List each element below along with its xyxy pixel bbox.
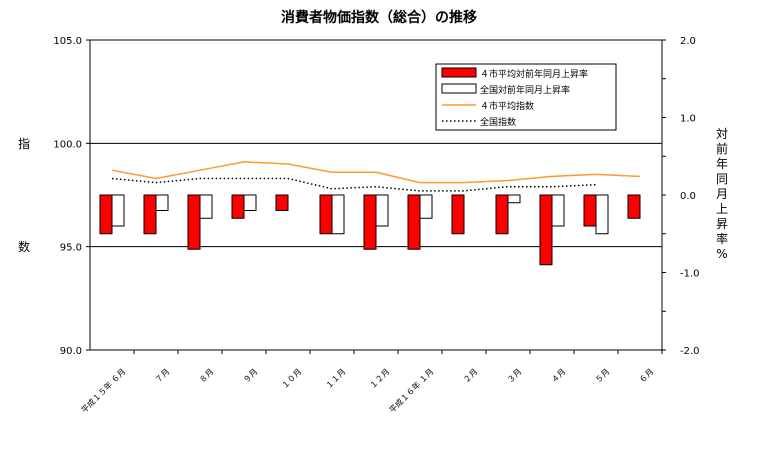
bar-national-rate [419, 194, 433, 219]
bar-4city-rate [495, 194, 509, 235]
legend-entry: ４市平均指数 [480, 100, 534, 112]
right-axis-label-char: 年 [716, 157, 728, 171]
x-axis-tick-label: １１月 [324, 367, 347, 390]
bar-4city-rate [451, 194, 465, 235]
x-axis-tick-label: １２月 [368, 367, 391, 390]
bar-national-rate [243, 194, 257, 211]
bar-national-rate [199, 194, 213, 219]
bar-national-rate [507, 194, 521, 204]
line-4city-index [111, 161, 641, 184]
right-axis-tick-label: 0.0 [680, 191, 696, 202]
bar-4city-rate [407, 194, 421, 250]
chart-title: 消費者物価指数（総合）の推移 [281, 9, 477, 26]
legend-swatch [441, 67, 477, 78]
bar-4city-rate [539, 194, 553, 266]
bar-national-rate [111, 194, 125, 227]
right-axis-tick-label: 1.0 [680, 114, 696, 125]
bar-national-rate [155, 194, 169, 211]
bar-4city-rate [99, 194, 113, 235]
x-axis-tick-label: ５月 [594, 367, 612, 385]
bar-national-rate [595, 194, 609, 235]
legend-entry: 全国指数 [480, 116, 516, 128]
right-axis-tick-label: -1.0 [680, 269, 700, 280]
right-axis-label-char: 上 [716, 202, 728, 216]
x-axis-tick-label: ７月 [154, 367, 172, 385]
left-axis-label-char: 数 [18, 239, 30, 254]
x-axis-tick-label: 平成１６年 １月 [387, 366, 435, 414]
right-axis-tick-label: -2.0 [680, 346, 700, 357]
bar-4city-rate [363, 194, 377, 250]
line-national-index [111, 177, 597, 192]
right-axis-label-char: 同 [716, 172, 728, 186]
x-axis-tick-label: ８月 [198, 367, 216, 385]
left-axis-tick-label: 95.0 [60, 243, 82, 254]
bar-4city-rate [275, 194, 289, 211]
bar-national-rate [331, 194, 345, 235]
x-axis-tick-label: ３月 [506, 367, 524, 385]
right-axis-label-char: 前 [716, 141, 728, 156]
right-axis-label-char: % [716, 247, 727, 261]
bar-4city-rate [143, 194, 157, 235]
left-axis-tick-label: 100.0 [53, 139, 82, 150]
bar-4city-rate [583, 194, 597, 227]
x-axis-tick-label: ９月 [242, 367, 260, 385]
bar-4city-rate [231, 194, 245, 219]
right-axis-tick-label: 2.0 [680, 36, 696, 47]
left-axis-tick-label: 105.0 [53, 36, 82, 47]
x-axis-tick-label: ６月 [638, 367, 656, 385]
x-axis-tick-label: ４月 [550, 367, 568, 385]
right-axis-label-char: 率 [716, 231, 728, 246]
bar-4city-rate [627, 194, 641, 219]
legend-entry: ４市平均対前年同月上昇率 [480, 68, 588, 80]
x-axis-tick-label: 平成１５年 ６月 [79, 366, 127, 414]
left-axis-tick-label: 90.0 [60, 346, 82, 357]
plot-area: 105.0 100.0 95.0 90.0 指数 2.0 1.0 0.0 -1.0 -2.0 対前年… [18, 36, 728, 415]
bar-4city-rate [319, 194, 333, 235]
right-axis-label-char: 対 [716, 127, 728, 141]
legend-entry: 全国対前年同月上昇率 [480, 84, 570, 96]
right-axis-label-char: 昇 [716, 217, 728, 231]
left-axis-label-char: 指 [18, 136, 30, 151]
x-axis-tick-label: ２月 [462, 367, 480, 385]
bar-4city-rate [187, 194, 201, 250]
x-axis-tick-label: １０月 [280, 367, 303, 390]
legend-swatch [441, 83, 477, 94]
right-axis-label-char: 月 [716, 187, 728, 201]
bar-national-rate [551, 194, 565, 227]
bar-national-rate [375, 194, 389, 227]
